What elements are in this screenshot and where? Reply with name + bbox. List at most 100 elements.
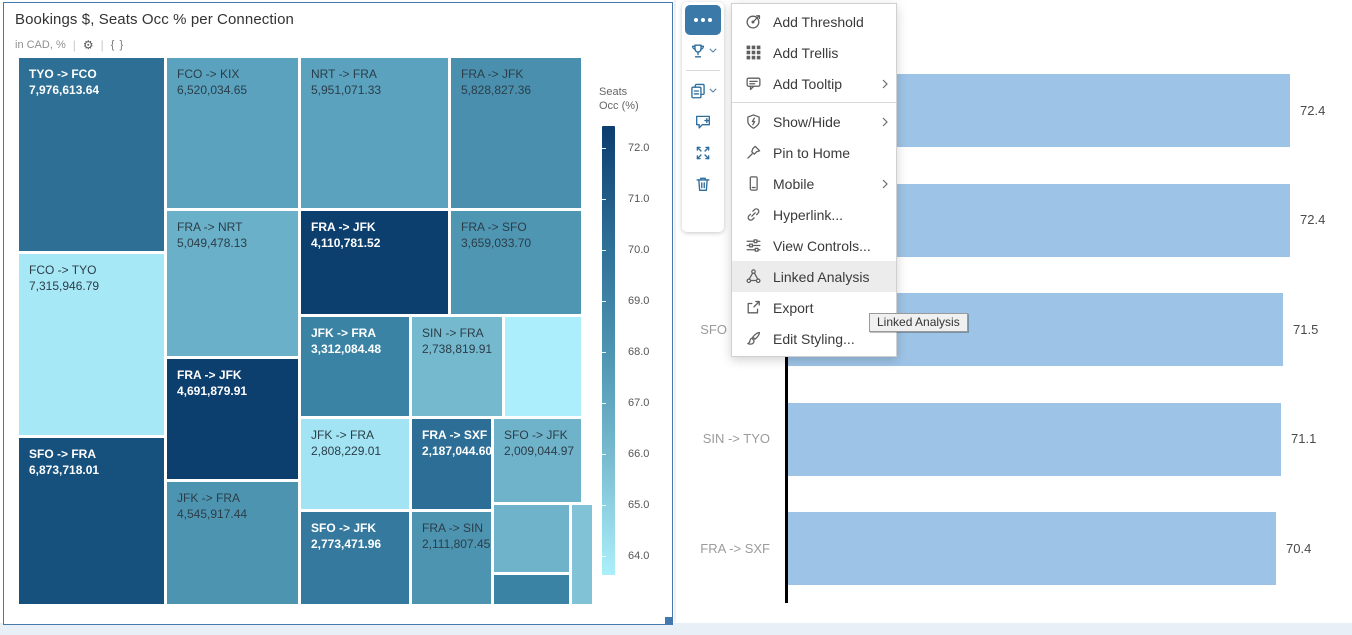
bar-category-label: FRA -> SXF <box>700 540 770 556</box>
menu-item-label: Edit Styling... <box>773 330 855 347</box>
mobile-icon <box>745 175 762 192</box>
treemap-widget-panel[interactable]: Bookings $, Seats Occ % per Connection i… <box>3 2 673 625</box>
tile-bookings-value: 2,738,819.91 <box>422 342 493 356</box>
treemap-tile-fra-jfk[interactable]: FRA -> JFK 4,110,781.52 <box>301 211 448 314</box>
bar-category-label: SFO <box>700 321 727 337</box>
more-options-button[interactable] <box>685 5 721 35</box>
tile-connection-label: SFO -> FRA <box>29 447 97 461</box>
panel-resize-handle[interactable] <box>665 617 673 625</box>
widget-action-toolbar <box>682 2 724 232</box>
fullscreen-button[interactable] <box>683 137 723 168</box>
tile-bookings-value: 6,873,718.01 <box>29 463 100 477</box>
bar-sin-tyo[interactable] <box>788 402 1281 476</box>
tooltip-icon <box>745 75 762 92</box>
trophy-icon <box>689 42 707 60</box>
tile-bookings-value: 7,315,946.79 <box>29 279 100 293</box>
menu-item-label: Hyperlink... <box>773 206 844 223</box>
menu-item-add-threshold[interactable]: Add Threshold <box>732 6 896 37</box>
menu-item-mobile[interactable]: Mobile <box>732 168 896 199</box>
menu-item-linked-analysis[interactable]: Linked Analysis <box>732 261 896 292</box>
tile-bookings-value: 2,773,471.96 <box>311 537 382 551</box>
treemap-tile-nrt-fra[interactable]: NRT -> FRA 5,951,071.33 <box>301 58 448 208</box>
chevron-right-icon <box>882 79 888 89</box>
treemap-tile-fra-sxf[interactable]: FRA -> SXF 2,187,044.60 <box>412 419 491 509</box>
menu-item-export[interactable]: Export <box>732 292 896 323</box>
treemap-tile-sfo-fra[interactable]: SFO -> FRA 6,873,718.01 <box>19 438 164 604</box>
copy-button[interactable] <box>683 75 723 106</box>
treemap-title: Bookings $, Seats Occ % per Connection <box>15 11 294 28</box>
treemap-tile-sfo-jfk[interactable]: SFO -> JFK 2,773,471.96 <box>301 512 409 604</box>
linked-analysis-icon <box>745 268 762 285</box>
treemap-tile[interactable] <box>494 505 569 572</box>
tile-connection-label: FRA -> SIN <box>422 521 484 535</box>
subtitle-separator: | <box>72 38 76 52</box>
view-controls-icon <box>745 237 762 254</box>
tile-bookings-value: 3,659,033.70 <box>461 236 532 250</box>
menu-item-show-hide[interactable]: Show/Hide <box>732 106 896 137</box>
tile-connection-label: FRA -> SXF <box>422 428 488 442</box>
menu-item-pin-to-home[interactable]: Pin to Home <box>732 137 896 168</box>
treemap-tile[interactable] <box>505 317 581 416</box>
bar-value-label: 72.4 <box>1300 212 1326 227</box>
more-icon <box>701 18 705 22</box>
menu-item-add-tooltip[interactable]: Add Tooltip <box>732 68 896 99</box>
tile-connection-label: JFK -> FRA <box>177 491 241 505</box>
treemap-tile-tyo-fco[interactable]: TYO -> FCO 7,976,613.64 <box>19 58 164 251</box>
hyperlink-icon <box>745 206 762 223</box>
toolbar-separator <box>686 70 720 71</box>
panel-divider <box>674 0 676 622</box>
treemap-tile-fco-kix[interactable]: FCO -> KIX 6,520,034.65 <box>167 58 298 208</box>
tile-connection-label: FRA -> SFO <box>461 220 527 234</box>
add-comment-button[interactable] <box>683 106 723 137</box>
treemap-tile-fra-jfk[interactable]: FRA -> JFK 4,691,879.91 <box>167 359 298 479</box>
treemap-plot-area: TYO -> FCO 7,976,613.64 FCO -> TYO 7,315,94… <box>4 3 674 626</box>
tile-connection-label: JFK -> FRA <box>311 326 377 340</box>
gear-icon[interactable]: ⚙ <box>82 38 94 52</box>
chevron-down-icon <box>709 48 717 53</box>
menu-separator <box>732 102 896 103</box>
copy-icon <box>689 82 707 100</box>
trash-icon <box>694 175 712 193</box>
tile-connection-label: FRA -> JFK <box>311 220 376 234</box>
bar-value-label: 71.5 <box>1293 321 1319 337</box>
menu-item-label: Pin to Home <box>773 144 851 161</box>
treemap-tile-fco-tyo[interactable]: FCO -> TYO 7,315,946.79 <box>19 254 164 435</box>
tile-bookings-value: 2,808,229.01 <box>311 444 382 458</box>
tile-bookings-value: 4,691,879.91 <box>177 384 248 398</box>
menu-item-label: Add Threshold <box>773 13 864 30</box>
menu-item-label: Export <box>773 299 814 316</box>
subtitle-separator: | <box>100 38 104 52</box>
menu-item-label: Show/Hide <box>773 113 841 130</box>
treemap-tile-fra-sin[interactable]: FRA -> SIN 2,111,807.45 <box>412 512 491 604</box>
treemap-tile-jfk-fra[interactable]: JFK -> FRA 4,545,917.44 <box>167 482 298 604</box>
chevron-right-icon <box>882 117 888 127</box>
menu-item-add-trellis[interactable]: Add Trellis <box>732 37 896 68</box>
menu-item-hyperlink[interactable]: Hyperlink... <box>732 199 896 230</box>
add-comment-icon <box>694 113 712 131</box>
tile-bookings-value: 6,520,034.65 <box>177 83 248 97</box>
tile-connection-label: FCO -> TYO <box>29 263 97 277</box>
menu-item-edit-styling[interactable]: Edit Styling... <box>732 323 896 354</box>
menu-item-view-controls[interactable]: View Controls... <box>732 230 896 261</box>
delete-button[interactable] <box>683 168 723 199</box>
bar-fra-sxf[interactable] <box>788 512 1276 585</box>
treemap-tile-fra-jfk[interactable]: FRA -> JFK 5,828,827.36 <box>451 58 581 208</box>
hover-tooltip: Linked Analysis <box>869 313 968 332</box>
treemap-tile-sin-fra[interactable]: SIN -> FRA 2,738,819.91 <box>412 317 502 416</box>
tile-connection-label: SFO -> JFK <box>311 521 377 535</box>
pin-icon <box>745 144 762 161</box>
treemap-tile[interactable] <box>572 505 592 604</box>
treemap-tile-jfk-fra[interactable]: JFK -> FRA 2,808,229.01 <box>301 419 409 509</box>
treemap-tile[interactable] <box>494 575 569 604</box>
treemap-tile-sfo-jfk[interactable]: SFO -> JFK 2,009,044.97 <box>494 419 581 502</box>
tile-connection-label: FRA -> JFK <box>177 368 242 382</box>
treemap-tile-fra-nrt[interactable]: FRA -> NRT 5,049,478.13 <box>167 211 298 356</box>
hover-tooltip-text: Linked Analysis <box>877 315 960 329</box>
ranking-button[interactable] <box>683 35 723 66</box>
show-hide-icon <box>745 113 762 130</box>
trellis-icon <box>745 44 762 61</box>
treemap-tile-jfk-fra[interactable]: JFK -> FRA 3,312,084.48 <box>301 317 409 416</box>
braces-icon[interactable]: { } <box>110 39 125 51</box>
tile-bookings-value: 2,187,044.60 <box>422 444 491 458</box>
treemap-tile-fra-sfo[interactable]: FRA -> SFO 3,659,033.70 <box>451 211 581 314</box>
